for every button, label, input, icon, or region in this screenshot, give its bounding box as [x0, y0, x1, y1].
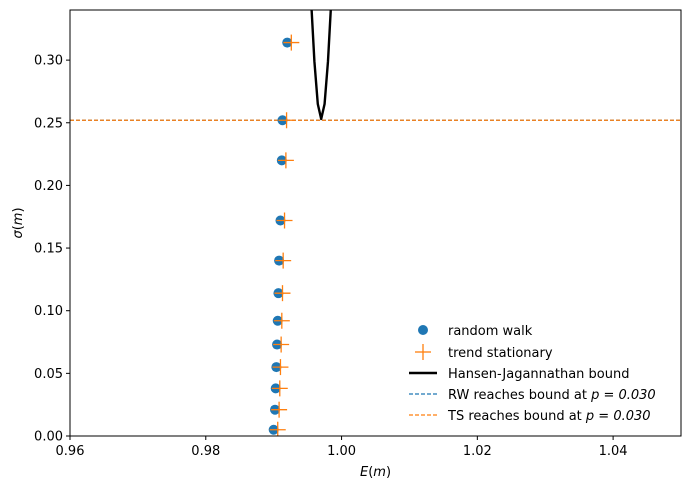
x-axis-label-sym: E	[360, 465, 369, 480]
trend-stationary-point	[273, 312, 290, 329]
legend-marker-random-walk	[418, 325, 428, 335]
x-tick-label: 1.04	[599, 444, 628, 459]
trend-stationary-point	[278, 112, 295, 129]
plot-frame	[69, 9, 682, 437]
x-axis-ticks: 0.96 0.98 1.00 1.02 1.04	[56, 436, 628, 459]
x-axis-label-paren-close: )	[386, 465, 391, 480]
trend-stationary-point	[273, 336, 290, 353]
hj-bound-curve	[310, 10, 332, 121]
legend-label-ts-bound: TS reaches bound at p = 0.030	[447, 409, 651, 424]
y-tick-label: 0.20	[34, 179, 63, 194]
x-axis-label-paren-open: (	[368, 465, 373, 480]
trend-stationary-point	[272, 359, 289, 376]
x-tick-label: 1.00	[327, 444, 356, 459]
legend-label-ts-bound-text: TS reaches bound at	[447, 409, 582, 424]
y-tick-label: 0.00	[34, 430, 63, 445]
y-axis-label-paren-close: )	[11, 207, 26, 212]
x-axis-label-var: m	[373, 465, 386, 480]
legend: random walk trend stationary Hansen-Jaga…	[409, 324, 656, 424]
trend-stationary-point	[283, 34, 300, 51]
legend-label-trend-stationary: trend stationary	[448, 346, 553, 361]
trend-stationary-point	[275, 252, 292, 269]
legend-marker-trend-stationary	[415, 344, 431, 360]
trend-stationary-point	[271, 401, 288, 418]
y-axis-label-paren-open: (	[11, 225, 26, 230]
trend-stationary-point	[276, 212, 293, 229]
y-tick-label: 0.15	[34, 242, 63, 257]
y-axis-label-var: m	[11, 213, 26, 226]
trend-stationary-point	[271, 380, 288, 397]
y-axis-label-sym: σ	[11, 230, 26, 239]
x-axis-label: E(m)	[360, 465, 391, 480]
trend-stationary-point	[277, 152, 294, 169]
y-tick-label: 0.25	[34, 116, 63, 131]
x-tick-label: 1.02	[463, 444, 492, 459]
legend-label-ts-bound-p: p = 0.030	[585, 409, 651, 424]
trend-stationary-point	[269, 421, 286, 436]
x-tick-label: 0.96	[56, 444, 85, 459]
plot-layer	[70, 10, 681, 436]
y-axis-ticks: 0.00 0.05 0.10 0.15 0.20 0.25 0.30	[34, 54, 70, 445]
legend-label-random-walk: random walk	[448, 324, 533, 339]
y-axis-label: σ(m)	[11, 207, 26, 238]
legend-label-rw-bound-text: RW reaches bound at	[448, 388, 587, 403]
legend-label-rw-bound: RW reaches bound at p = 0.030	[448, 388, 656, 403]
y-tick-label: 0.05	[34, 367, 63, 382]
x-tick-label: 0.98	[191, 444, 220, 459]
y-tick-label: 0.10	[34, 304, 63, 319]
legend-label-hj-bound: Hansen-Jagannathan bound	[448, 367, 629, 382]
trend-stationary-point	[274, 285, 291, 302]
y-tick-label: 0.30	[34, 54, 63, 69]
legend-label-rw-bound-p: p = 0.030	[590, 388, 656, 403]
